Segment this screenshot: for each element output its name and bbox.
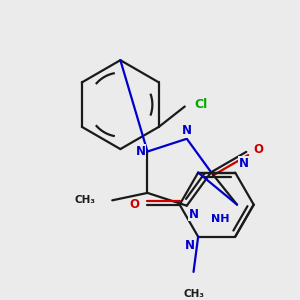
Text: O: O — [130, 198, 140, 211]
Text: N: N — [136, 145, 146, 158]
Text: NH: NH — [211, 214, 230, 224]
Text: N: N — [184, 239, 194, 253]
Text: CH₃: CH₃ — [75, 195, 96, 205]
Text: N: N — [239, 157, 249, 170]
Text: Cl: Cl — [194, 98, 207, 111]
Text: N: N — [182, 124, 192, 137]
Text: CH₃: CH₃ — [183, 289, 204, 298]
Text: N: N — [189, 208, 199, 220]
Text: O: O — [254, 142, 264, 156]
